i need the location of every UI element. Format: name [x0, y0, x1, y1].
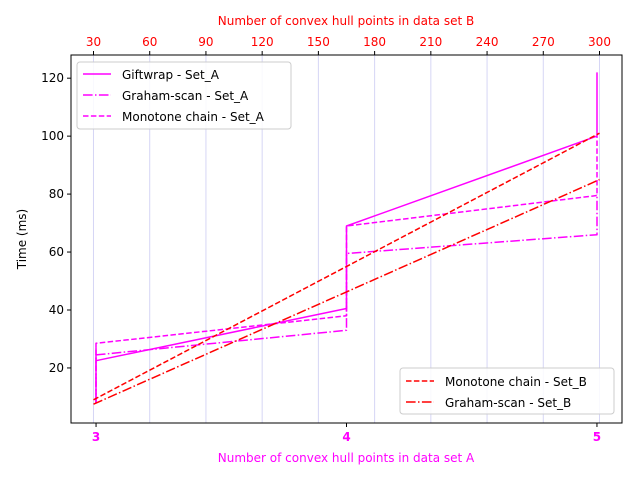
x-top-tick-label: 210	[419, 35, 442, 49]
x-bottom-tick-label: 4	[342, 430, 350, 444]
legend-label-monotone-b: Monotone chain - Set_B	[445, 375, 587, 389]
series-graham-scan-set-b	[93, 178, 600, 405]
legend-label-graham-a: Graham-scan - Set_A	[122, 89, 249, 103]
x-top-tick-label: 300	[588, 35, 611, 49]
x-axis-label-bottom: Number of convex hull points in data set…	[218, 451, 475, 465]
x-bottom-tick-label: 5	[593, 430, 601, 444]
y-tick-label: 20	[49, 361, 64, 375]
series-layer	[93, 72, 600, 405]
x-top-tick-label: 90	[198, 35, 213, 49]
y-tick-label: 120	[41, 71, 64, 85]
legend-set-a: Giftwrap - Set_A Graham-scan - Set_A Mon…	[76, 61, 292, 130]
x-top-tick-label: 150	[307, 35, 330, 49]
x-top-tick-label: 270	[532, 35, 555, 49]
x-top-tick-label: 240	[476, 35, 499, 49]
y-axis-label: Time (ms)	[15, 209, 29, 271]
legend-label-giftwrap-a: Giftwrap - Set_A	[122, 68, 220, 82]
y-tick-label: 100	[41, 129, 64, 143]
y-tick-label: 60	[49, 245, 64, 259]
y-tick-label: 80	[49, 187, 64, 201]
x-bottom-tick-label: 3	[92, 430, 100, 444]
series-monotone-chain-set-b	[93, 132, 600, 401]
legend-set-b: Monotone chain - Set_B Graham-scan - Set…	[399, 367, 615, 415]
x-top-tick-label: 180	[363, 35, 386, 49]
legend-box	[399, 367, 615, 415]
y-tick-label: 40	[49, 303, 64, 317]
series-monotone-chain-set-a	[95, 136, 598, 403]
x-axis-label-top: Number of convex hull points in data set…	[218, 14, 474, 28]
legend-box	[76, 61, 292, 130]
x-top-tick-label: 120	[251, 35, 274, 49]
x-top-tick-label: 60	[142, 35, 157, 49]
legend-label-graham-b: Graham-scan - Set_B	[445, 396, 571, 410]
ticks: 3 4 5 30 60 90 120 150 180 210 240 270 300 20 40 60 80 10…	[41, 35, 611, 444]
x-top-tick-label: 30	[86, 35, 101, 49]
legend-label-monotone-a: Monotone chain - Set_A	[122, 110, 265, 124]
